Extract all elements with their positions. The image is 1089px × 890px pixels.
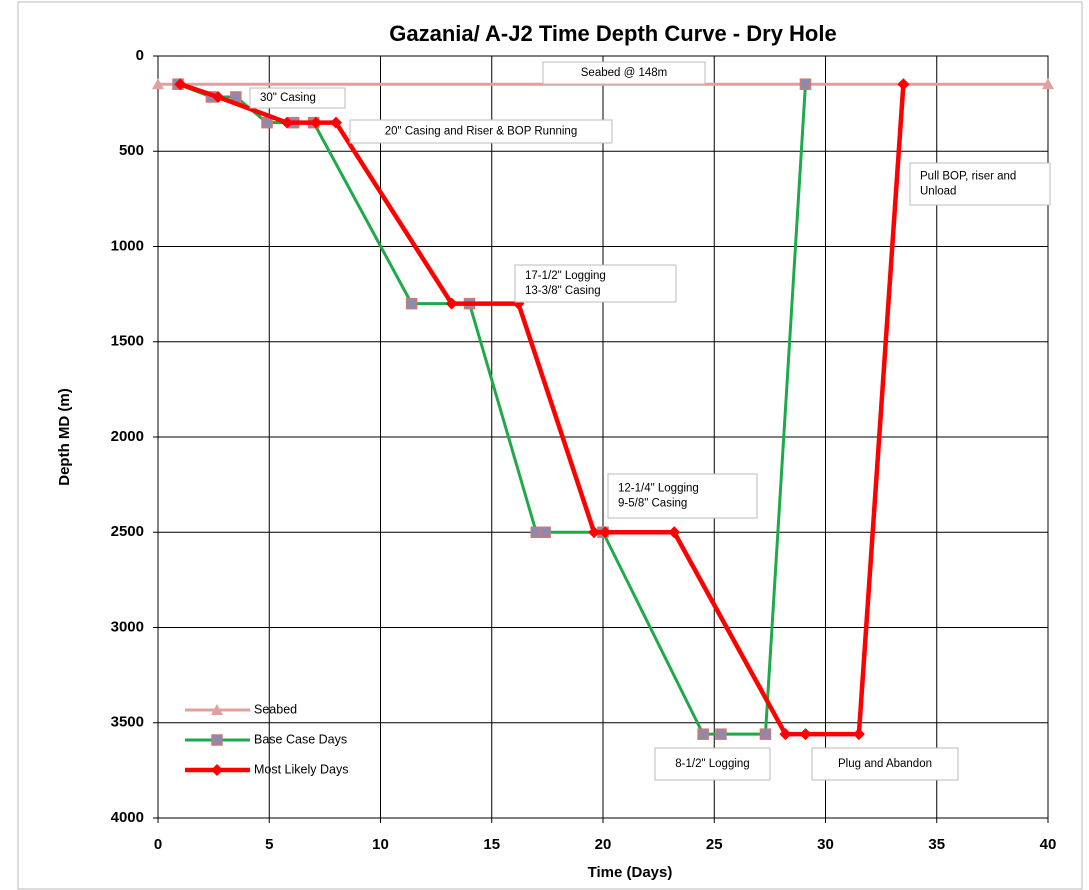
y-tick-label: 1500 <box>111 333 144 350</box>
marker <box>539 526 551 538</box>
annotation-box <box>249 87 346 109</box>
x-tick-label: 35 <box>928 836 945 853</box>
x-tick-label: 30 <box>817 836 834 853</box>
marker <box>799 78 812 90</box>
x-tick-label: 15 <box>483 836 500 853</box>
annotation-text: Seabed @ 148m <box>581 67 667 79</box>
legend-label: Base Case Days <box>254 732 347 746</box>
y-tick-label: 3000 <box>111 618 144 635</box>
marker <box>779 728 792 741</box>
marker <box>697 728 709 740</box>
marker <box>759 728 772 740</box>
marker <box>309 116 322 129</box>
annotation-box <box>607 473 758 519</box>
chart-title: Gazania/ A-J2 Time Depth Curve - Dry Hol… <box>389 21 836 46</box>
legend-label: Most Likely Days <box>254 762 348 776</box>
annotation-text: 17-1/2" Logging <box>525 270 606 282</box>
x-tick-label: 20 <box>595 836 612 853</box>
y-tick-label: 2500 <box>111 523 144 540</box>
annotation-box <box>909 162 1051 206</box>
annotation-text: 8-1/2" Logging <box>675 758 749 770</box>
y-tick-label: 1000 <box>111 237 144 254</box>
annotation-text: Unload <box>920 186 956 198</box>
x-tick-label: 40 <box>1040 836 1057 853</box>
annotation-text: 13-3/8" Casing <box>525 285 601 297</box>
annotation-box <box>349 119 613 144</box>
annotation-text: Plug and Abandon <box>838 758 932 770</box>
x-tick-label: 25 <box>706 836 723 853</box>
marker <box>261 116 273 129</box>
x-tick-label: 5 <box>265 836 273 853</box>
annotation-box <box>514 264 677 303</box>
y-tick-label: 3500 <box>111 714 144 731</box>
y-tick-label: 0 <box>136 47 144 64</box>
y-tick-label: 4000 <box>111 809 144 826</box>
marker <box>281 116 294 129</box>
marker <box>405 297 418 310</box>
x-axis-label: Time (Days) <box>588 864 673 881</box>
marker <box>599 526 612 539</box>
marker <box>1042 78 1054 90</box>
legend-marker <box>211 764 223 776</box>
marker <box>212 90 225 103</box>
annotation-text: 30" Casing <box>260 92 316 104</box>
annotation-text: 20" Casing and Riser & BOP Running <box>385 126 577 138</box>
legend-marker <box>211 734 223 746</box>
annotation-text: Pull BOP, riser and <box>920 171 1016 183</box>
marker <box>152 78 164 90</box>
marker <box>330 116 342 129</box>
annotation-box <box>542 61 706 85</box>
marker <box>852 728 865 741</box>
annotation-box <box>811 747 959 781</box>
annotation-text: 9-5/8" Casing <box>618 498 687 510</box>
marker <box>897 78 910 91</box>
marker <box>174 78 187 91</box>
y-tick-label: 500 <box>119 142 144 159</box>
y-tick-label: 2000 <box>111 428 144 445</box>
marker <box>715 728 727 740</box>
annotation-box <box>654 747 771 781</box>
legend-label: Seabed <box>254 702 297 716</box>
legend-marker <box>211 704 223 715</box>
annotation-text: 12-1/4" Logging <box>618 483 699 495</box>
marker <box>668 526 681 539</box>
y-axis-label: Depth MD (m) <box>56 388 73 486</box>
marker <box>445 297 458 310</box>
marker <box>799 728 812 741</box>
x-tick-label: 0 <box>154 836 162 853</box>
x-tick-label: 10 <box>372 836 389 853</box>
marker <box>588 526 601 539</box>
